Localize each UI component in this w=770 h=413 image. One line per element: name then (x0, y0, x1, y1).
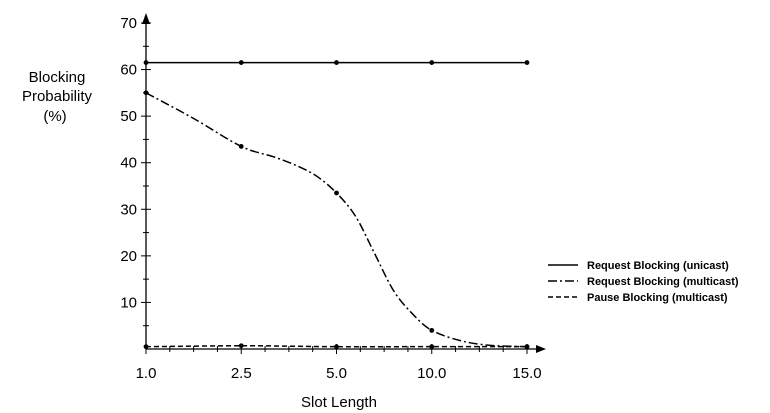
x-tick-label: 15.0 (512, 365, 541, 382)
y-tick-label: 50 (120, 108, 137, 125)
data-point-multicast (238, 144, 244, 149)
series-line-pause (145, 344, 527, 348)
y-tick-label: 40 (120, 155, 137, 172)
data-point-unicast (143, 60, 149, 65)
data-point-unicast (524, 60, 530, 65)
legend-label-unicast: Request Blocking (unicast) (587, 260, 729, 272)
data-point-unicast (334, 60, 339, 65)
y-tick-label: 30 (120, 201, 137, 218)
legend-label-multicast: Request Blocking (multicast) (587, 276, 739, 288)
y-tick-label: 10 (120, 294, 137, 311)
ticks-layer: 10 20 30 40 50 60 70 1.0 2.5 5.0 10.0 15.0 (120, 15, 541, 382)
y-axis-title-line-1: Blocking (29, 69, 86, 86)
x-tick-label: 5.0 (326, 365, 347, 382)
x-axis-title: Slot Length (301, 394, 377, 411)
x-tick-label: 1.0 (136, 365, 157, 382)
y-axis-arrow (142, 13, 150, 24)
y-tick-label: 60 (120, 62, 137, 79)
axes (142, 13, 546, 353)
y-axis-title-line-2: Probability (22, 88, 93, 105)
x-axis-arrow (536, 345, 546, 353)
data-point-multicast (334, 190, 339, 196)
legend-label-pause: Pause Blocking (multicast) (587, 292, 728, 304)
y-tick-label: 70 (120, 15, 137, 32)
data-point-unicast (238, 60, 244, 65)
y-tick-label: 20 (120, 248, 137, 265)
x-tick-label: 2.5 (231, 365, 252, 382)
data-point-multicast (429, 327, 435, 333)
y-axis-title-line-3: (%) (43, 108, 66, 125)
data-point-unicast (429, 60, 435, 65)
legend: Request Blocking (unicast) Request Block… (548, 260, 739, 304)
series-layer (143, 60, 530, 350)
series-line-multicast (145, 92, 528, 348)
x-tick-label: 10.0 (417, 365, 446, 382)
